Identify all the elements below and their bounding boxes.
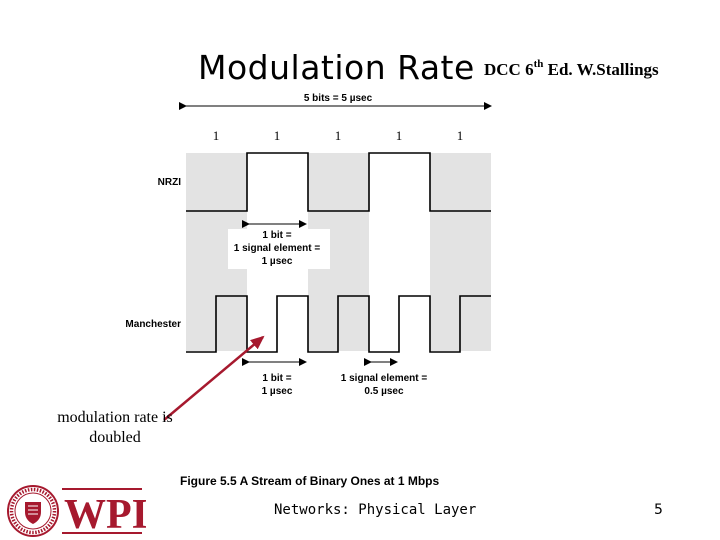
manchester-signal-annotation-line-2: 0.5 µsec: [364, 386, 404, 397]
nrzi-waveform: [186, 152, 491, 212]
figure-caption: Figure 5.5 A Stream of Binary Ones at 1 …: [180, 474, 440, 488]
footer-title: Networks: Physical Layer: [274, 502, 477, 518]
manchester-label: Manchester: [125, 319, 181, 330]
manchester-bit-annotation-line-2: 1 µsec: [262, 386, 293, 397]
manchester-waveform: [186, 295, 491, 353]
nrzi-annotation-line-2: 1 signal element =: [234, 243, 321, 254]
reference-prefix: DCC 6: [484, 60, 534, 79]
manchester-bit-annotation-line-1: 1 bit =: [262, 373, 291, 384]
slide-title: Modulation Rate: [198, 48, 475, 87]
bit-value-3: 1: [335, 128, 342, 143]
page-number: 5: [654, 502, 663, 518]
bit-value-2: 1: [274, 128, 281, 143]
bit-value-1: 1: [213, 128, 220, 143]
manchester-signal-annotation-line-1: 1 signal element =: [341, 373, 428, 384]
span-label: 5 bits = 5 µsec: [304, 93, 373, 104]
modulation-note: modulation rate is doubled: [57, 409, 173, 446]
wpi-logo-text: WPI: [64, 492, 146, 538]
nrzi-annotation-line-3: 1 µsec: [262, 256, 293, 267]
red-pointer-arrow: [163, 335, 265, 421]
nrzi-label: NRZI: [158, 177, 182, 188]
reference-citation: DCC 6th Ed. W.Stallings: [484, 58, 659, 80]
bit-value-4: 1: [396, 128, 403, 143]
wpi-logo: WPI: [7, 485, 146, 538]
nrzi-annotation-bg: [228, 229, 330, 269]
wpi-seal-icon: [7, 485, 59, 537]
nrzi-annotation-line-1: 1 bit =: [262, 230, 291, 241]
bit-value-5: 1: [457, 128, 464, 143]
reference-superscript: th: [533, 58, 544, 70]
reference-suffix: Ed. W.Stallings: [543, 60, 659, 79]
